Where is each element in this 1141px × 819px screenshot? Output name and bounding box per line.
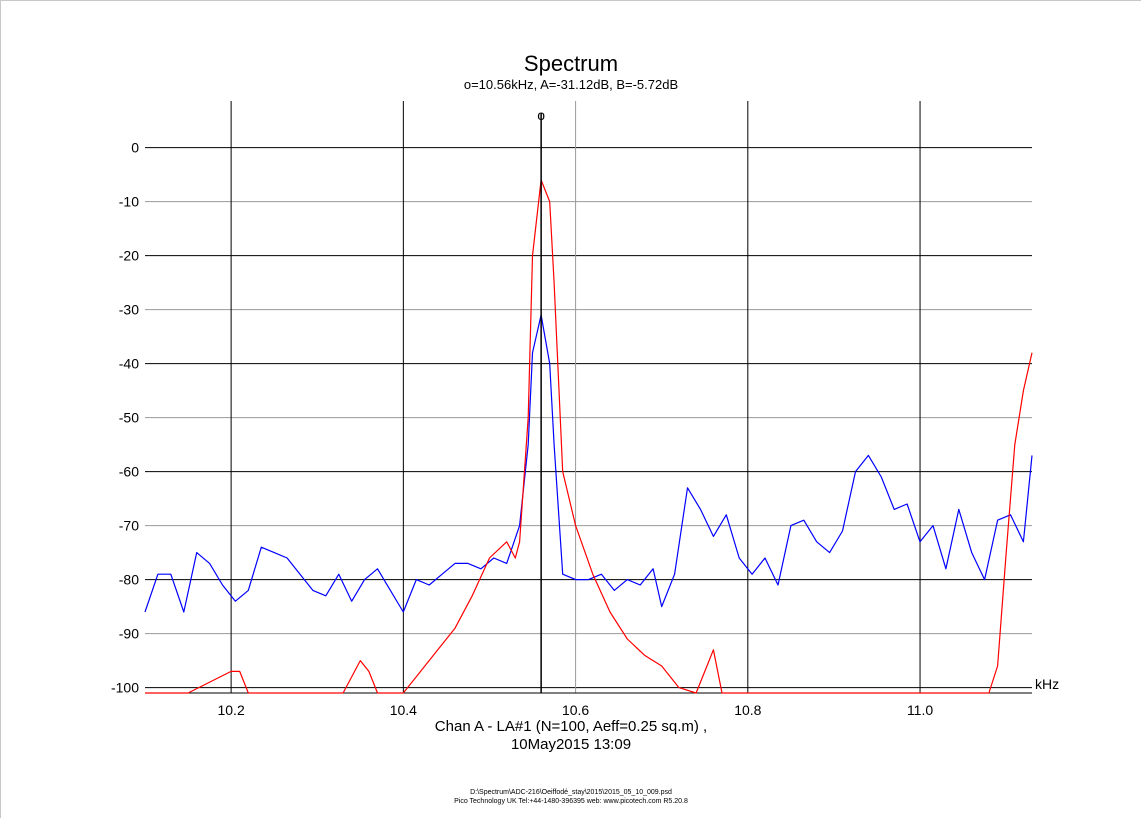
- x-tick-label: 10.8: [734, 702, 761, 718]
- y-tick-label: 0: [131, 140, 139, 156]
- chart-caption-line2: 10May2015 13:09: [511, 736, 631, 753]
- y-tick-label: -80: [119, 572, 139, 588]
- y-tick-label: -10: [119, 194, 139, 210]
- y-tick-label: -30: [119, 302, 139, 318]
- company-footer: Pico Technology UK Tel:+44-1480-396395 w…: [454, 798, 688, 805]
- x-tick-label: 10.2: [217, 702, 244, 718]
- tick-labels: 0 -10 -20 -30 -40 -50 -60 -70 -80 -90 -100 10.2 10.4…: [111, 140, 933, 718]
- file-path-footer: D:\Spectrum\ADC-216\Oeiffodé_stay\2015\2…: [470, 789, 672, 796]
- y-tick-label: -20: [119, 248, 139, 264]
- series-a-line: [144, 314, 1033, 613]
- grid-lines: [145, 101, 1032, 693]
- marker-symbol: o: [537, 107, 545, 123]
- frequency-marker: o: [537, 107, 545, 693]
- y-tick-label: -50: [119, 410, 139, 426]
- x-tick-label: 10.4: [390, 702, 417, 718]
- y-tick-label: -100: [111, 680, 139, 696]
- y-tick-label: -40: [119, 356, 139, 372]
- y-tick-label: -60: [119, 464, 139, 480]
- series-b-line: [145, 179, 1033, 694]
- x-tick-label: 11.0: [907, 702, 933, 718]
- chart-caption-line1: Chan A - LA#1 (N=100, Aeff=0.25 sq.m) ,: [435, 718, 707, 735]
- chart-subtitle: o=10.56kHz, A=-31.12dB, B=-5.72dB: [464, 77, 678, 92]
- x-tick-label: 10.6: [562, 702, 589, 718]
- y-tick-label: -90: [119, 626, 139, 642]
- x-axis-label: kHz: [1035, 676, 1059, 692]
- data-series: [144, 179, 1033, 694]
- chart-title: Spectrum: [524, 51, 618, 76]
- y-tick-label: -70: [119, 518, 139, 534]
